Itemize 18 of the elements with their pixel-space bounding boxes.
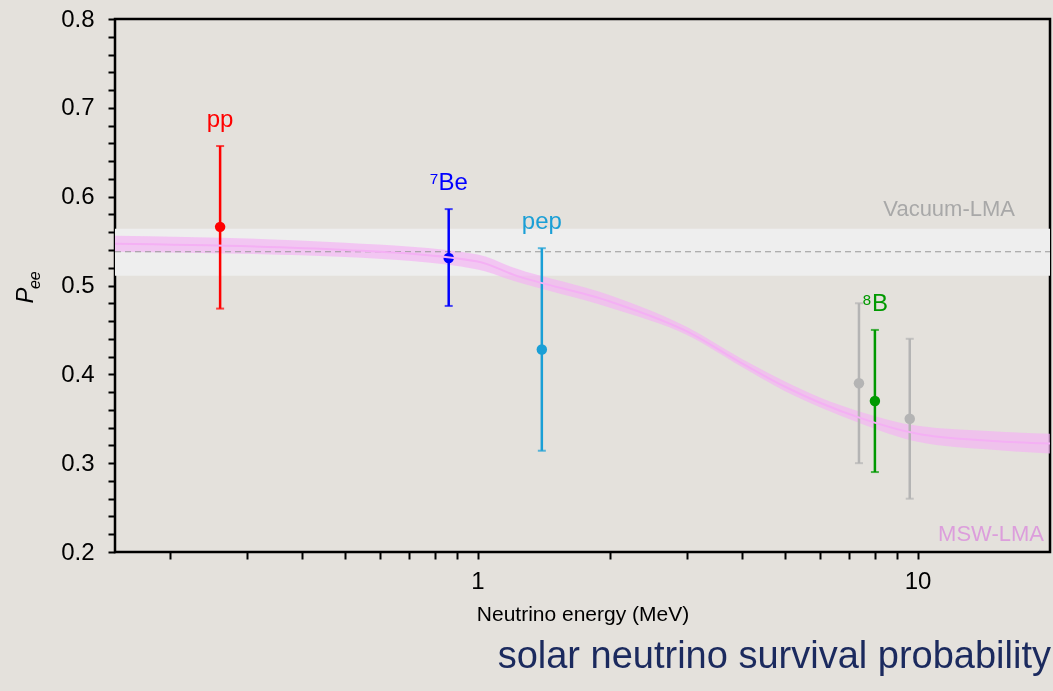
- y-tick-label: 0.4: [61, 359, 95, 387]
- band-label: Vacuum-LMA: [883, 195, 1016, 221]
- text: pep: [521, 207, 562, 235]
- text: MSW-LMA: [938, 521, 1045, 546]
- y-tick-label: 0.3: [61, 448, 95, 476]
- x-tick-label: 1: [471, 566, 485, 594]
- x-axis-title: Neutrino energy (MeV): [476, 601, 690, 625]
- y-tick-label: 0.8: [61, 4, 95, 32]
- y-tick-label: 0.5: [61, 271, 95, 298]
- x-tick-label: 10: [904, 566, 932, 594]
- text: solar neutrino survival probability: [497, 634, 1051, 676]
- text: ⁸B: [861, 288, 888, 316]
- text: ⁷Be: [429, 168, 468, 196]
- y-tick-label: 0.6: [61, 182, 95, 210]
- y-axis-title: Pee: [11, 271, 43, 304]
- y-tick-label: 0.2: [61, 537, 95, 565]
- y-tick-label: 0.7: [61, 93, 95, 121]
- text: pp: [206, 105, 234, 133]
